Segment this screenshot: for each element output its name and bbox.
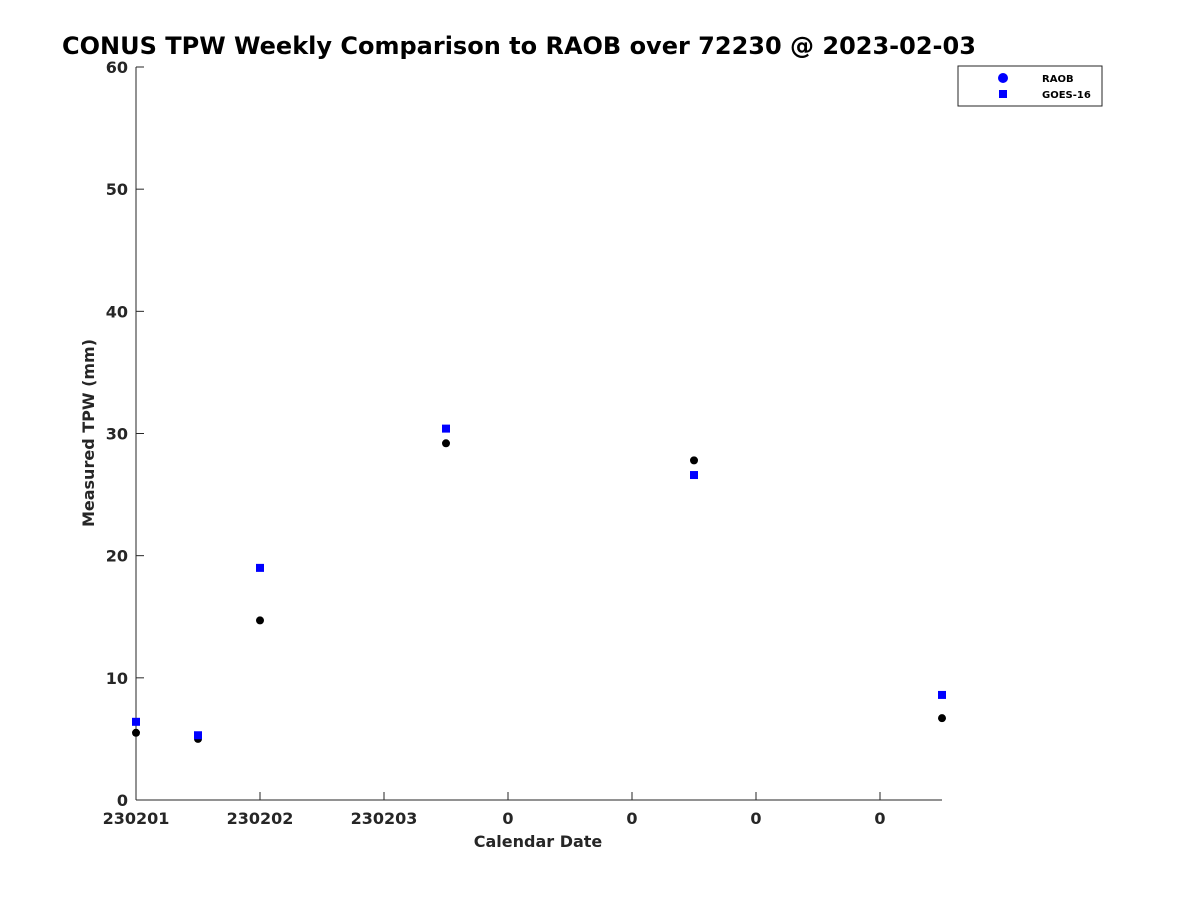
- goes-16-point: [256, 563, 264, 572]
- legend-marker-goes-16: [999, 90, 1007, 98]
- goes-16-point: [938, 690, 946, 699]
- x-tick-label: 230201: [103, 809, 170, 828]
- y-tick-label: 10: [106, 669, 128, 688]
- x-axis-label: Calendar Date: [474, 832, 603, 851]
- goes-16-point: [442, 424, 450, 433]
- x-tick-label: 230203: [351, 809, 418, 828]
- x-tick-label: 230202: [227, 809, 294, 828]
- y-tick-label: 60: [106, 58, 128, 77]
- axes: 0 10 20 30 40 50 60 230201 230202 230203 0 0 0 0: [103, 58, 942, 828]
- raob-point: [690, 456, 698, 465]
- legend-label-goes-16: GOES-16: [1042, 90, 1091, 101]
- raob-point: [442, 439, 450, 448]
- y-tick-label: 0: [117, 791, 128, 810]
- y-tick-label: 30: [106, 425, 128, 444]
- y-tick-label: 40: [106, 302, 128, 321]
- legend-marker-raob: [998, 73, 1008, 83]
- y-axis-label: Measured TPW (mm): [79, 339, 98, 527]
- goes-16-point: [132, 717, 140, 726]
- chart-title: CONUS TPW Weekly Comparison to RAOB over…: [62, 32, 976, 60]
- x-tick-label: 0: [874, 809, 885, 828]
- legend-box: [957, 65, 1103, 107]
- raob-point: [132, 728, 140, 737]
- goes-16-point: [690, 471, 698, 480]
- x-tick-label: 0: [750, 809, 761, 828]
- data-marks: [132, 424, 946, 743]
- y-tick-label: 20: [106, 547, 128, 566]
- x-tick-label: 0: [626, 809, 637, 828]
- y-tick-label: 50: [106, 180, 128, 199]
- x-tick-label: 0: [502, 809, 513, 828]
- raob-point: [938, 714, 946, 723]
- legend: RAOB GOES-16: [957, 65, 1103, 107]
- raob-point: [256, 616, 264, 625]
- legend-label-raob: RAOB: [1042, 74, 1074, 85]
- goes-16-point: [194, 731, 202, 740]
